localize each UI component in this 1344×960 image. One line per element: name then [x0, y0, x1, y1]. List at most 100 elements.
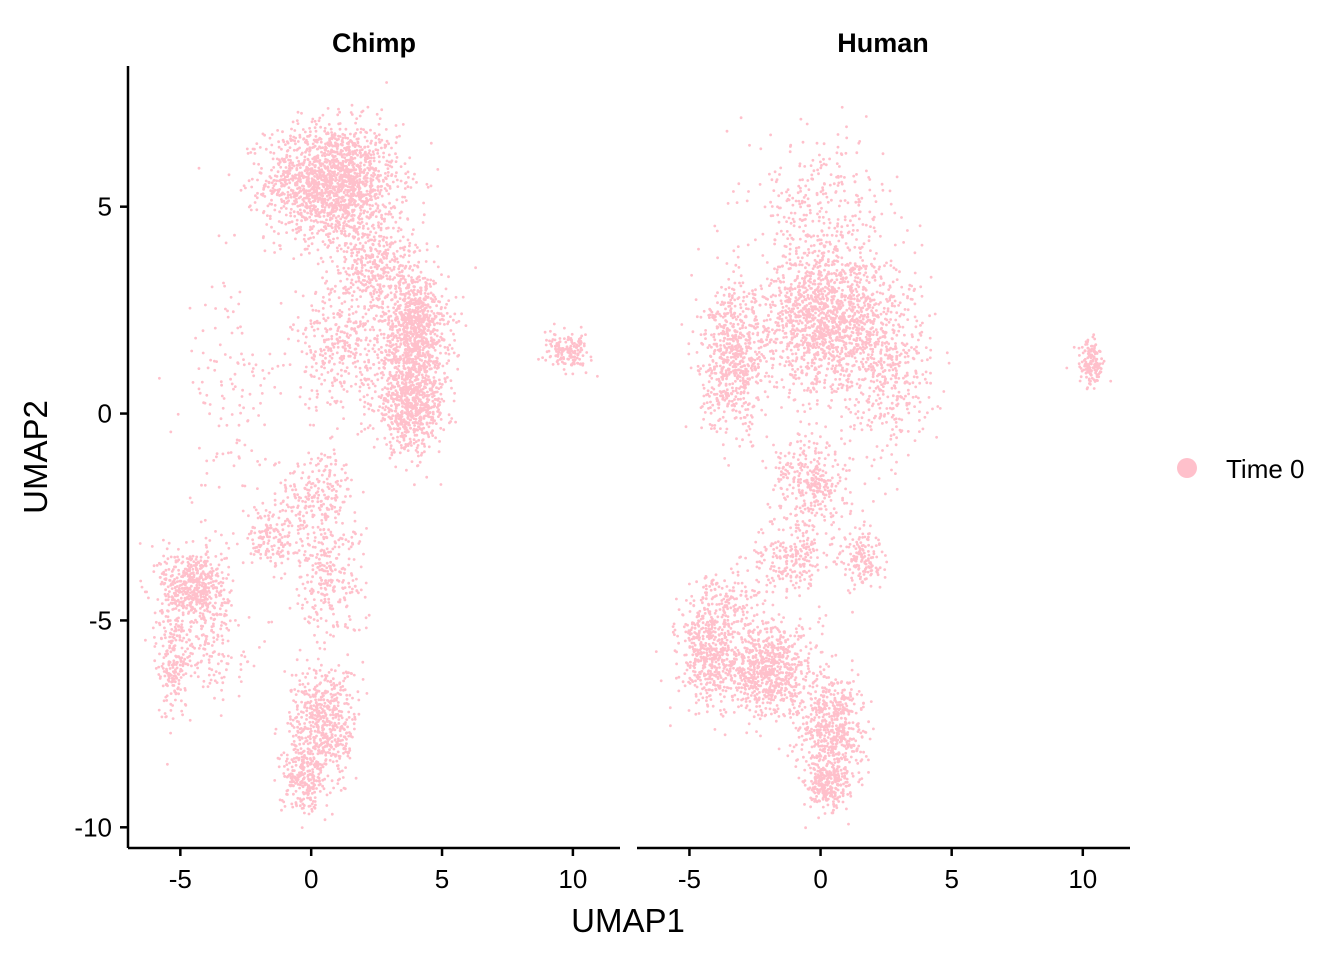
data-point [392, 311, 396, 314]
data-point [409, 370, 413, 374]
data-point [291, 488, 294, 492]
data-point [414, 414, 418, 417]
data-point [388, 275, 392, 278]
data-point [361, 244, 365, 248]
data-point [396, 185, 400, 189]
data-point [428, 411, 432, 415]
data-point [356, 432, 360, 436]
data-point [354, 271, 357, 275]
data-point [331, 342, 334, 346]
data-point [321, 205, 324, 209]
data-point [289, 195, 293, 199]
data-point [317, 493, 321, 497]
data-point [325, 338, 328, 342]
data-point [363, 347, 367, 351]
data-point [314, 491, 318, 495]
data-point [439, 307, 443, 311]
data-point [396, 412, 400, 416]
data-point [415, 293, 419, 296]
data-point [192, 560, 196, 563]
data-point [264, 509, 268, 512]
data-point [360, 248, 363, 251]
data-point [268, 352, 272, 356]
data-point [263, 514, 267, 518]
data-point [420, 332, 424, 336]
data-point [338, 336, 342, 339]
data-point [208, 403, 212, 406]
data-point [329, 183, 333, 187]
data-point [373, 265, 377, 269]
data-point [367, 386, 371, 390]
data-point [349, 384, 353, 388]
data-point [312, 236, 315, 239]
data-point [326, 150, 330, 153]
data-point [227, 451, 230, 455]
data-point [356, 141, 360, 145]
data-point [195, 583, 199, 587]
data-point [233, 385, 237, 388]
data-point [314, 290, 318, 294]
data-point [236, 361, 240, 365]
data-point [347, 267, 350, 270]
data-point [239, 188, 243, 192]
data-point [450, 386, 453, 390]
data-point [202, 585, 206, 589]
data-point [316, 232, 319, 235]
data-point [407, 254, 411, 257]
data-point [372, 227, 376, 230]
data-point [335, 489, 338, 493]
data-point [349, 188, 352, 192]
data-point [435, 329, 439, 332]
data-point [296, 462, 300, 466]
data-point [363, 263, 367, 267]
data-point [326, 497, 329, 501]
data-point [336, 200, 339, 203]
data-point [285, 149, 289, 153]
data-point [385, 159, 389, 163]
data-point [427, 445, 431, 449]
data-point [330, 149, 333, 153]
data-point [343, 220, 347, 223]
data-point [359, 370, 362, 374]
data-point [254, 194, 257, 198]
data-point [390, 319, 394, 323]
data-point [207, 582, 211, 585]
data-point [397, 226, 401, 230]
data-point [311, 171, 314, 174]
data-point [292, 483, 296, 486]
data-point [342, 286, 346, 290]
data-point [419, 453, 423, 457]
data-point [388, 185, 392, 188]
data-point [329, 291, 333, 294]
data-point [332, 161, 335, 164]
data-point [289, 134, 292, 138]
data-point [197, 561, 201, 565]
data-point [383, 146, 387, 149]
data-point [371, 298, 375, 302]
data-point [336, 236, 339, 240]
data-point [357, 247, 361, 251]
data-point [288, 154, 292, 158]
data-point [251, 538, 255, 542]
data-point [303, 155, 307, 159]
data-point [425, 182, 429, 186]
data-point [310, 187, 313, 191]
data-point [408, 267, 411, 270]
data-point [444, 287, 448, 291]
data-point [181, 575, 185, 579]
data-point [323, 301, 327, 305]
data-point [170, 587, 174, 590]
data-point [327, 508, 331, 511]
data-point [347, 336, 350, 339]
data-point [364, 159, 367, 163]
data-point [197, 166, 201, 170]
data-point [349, 242, 353, 246]
data-point [203, 609, 207, 612]
data-point [304, 175, 308, 179]
data-point [195, 602, 199, 606]
data-point [268, 531, 272, 535]
data-point [229, 356, 232, 359]
data-point [176, 593, 180, 597]
data-point [317, 506, 321, 510]
data-point [358, 385, 362, 389]
